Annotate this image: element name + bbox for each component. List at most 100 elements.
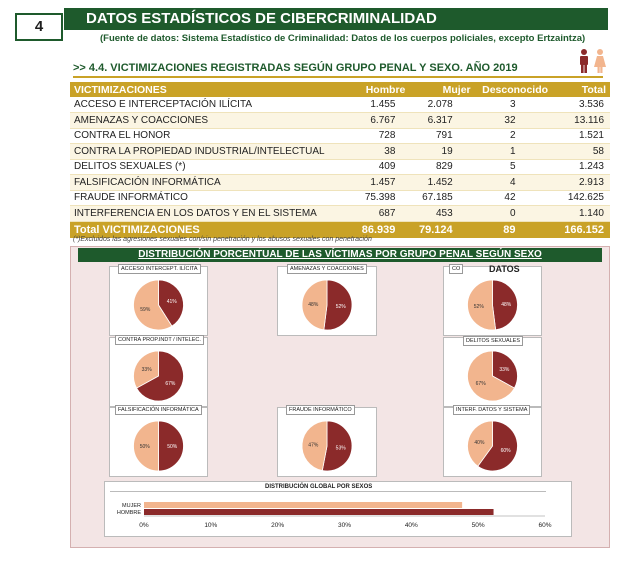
row-desconocido: 42 — [474, 190, 556, 206]
pie-chart: 48% 52% — [467, 279, 518, 331]
row-category: INTERFERENCIA EN LOS DATOS Y EN EL SISTE… — [70, 205, 353, 222]
row-total: 1.521 — [555, 128, 610, 144]
pie-slice-mujer — [301, 279, 328, 331]
row-total: 2.913 — [555, 174, 610, 191]
total-row-category: Total VICTIMIZACIONES — [70, 221, 353, 238]
row-hombre: 75.398 — [352, 190, 410, 206]
pie-chart: 50% 50% — [133, 420, 184, 472]
row-total: 58 — [555, 143, 610, 160]
row-desconocido: 1 — [474, 143, 556, 160]
row-category: CONTRA LA PROPIEDAD INDUSTRIAL/INTELECTU… — [70, 143, 353, 160]
row-desconocido: 2 — [474, 128, 556, 144]
source-note: (Fuente de datos: Sistema Estadístico de… — [100, 33, 586, 44]
table-row: AMENAZAS Y COACCIONES 6.767 6.317 32 13.116 — [70, 112, 610, 129]
pie-data-label: 40% — [474, 440, 485, 446]
pie-data-label: 59% — [140, 307, 151, 313]
pie-chart: 33% 67% — [467, 350, 518, 402]
row-hombre: 1.455 — [352, 97, 410, 113]
bar-tick-label: 40% — [405, 522, 418, 529]
bar-tick-label: 60% — [538, 522, 551, 529]
section-title: >> 4.4. VICTIMIZACIONES REGISTRADAS SEGÚ… — [73, 62, 518, 74]
row-category: DELITOS SEXUALES (*) — [70, 159, 353, 175]
row-hombre: 409 — [352, 159, 410, 175]
pie-chart: 53% 47% — [301, 420, 353, 472]
pie-slice-hombre — [136, 350, 184, 402]
victimizations-table: VICTIMIZACIONES Hombre Mujer Desconocido… — [70, 82, 610, 238]
pie-data-label: 52% — [336, 304, 347, 310]
header-desconocido: Desconocido — [474, 82, 556, 97]
man-icon — [580, 49, 588, 73]
total-row-mujer: 79.124 — [409, 221, 475, 238]
pie-data-label: 60% — [501, 448, 512, 454]
row-mujer: 1.452 — [409, 174, 475, 191]
table-row: CONTRA LA PROPIEDAD INDUSTRIAL/INTELECTU… — [70, 143, 610, 160]
pie-title: CONTRA PROP.INDT / INTELEC. — [115, 335, 204, 345]
table-header-row: VICTIMIZACIONES Hombre Mujer Desconocido… — [70, 82, 610, 97]
pie-slice-hombre — [321, 420, 353, 472]
bar-category-label: HOMBRE — [117, 510, 141, 516]
pie-title: AMENAZAS Y COACCIONES — [287, 264, 367, 274]
pie-data-label: 41% — [167, 299, 178, 305]
table-row: ACCESO E INTERCEPTACIÓN ILÍCITA 1.455 2.07… — [70, 97, 610, 113]
table-row: FALSIFICACIÓN INFORMÁTICA 1.457 1.452 4 2.91… — [70, 174, 610, 191]
bar-category-label: MUJER — [122, 503, 141, 509]
bar-tick-label: 50% — [472, 522, 485, 529]
row-category: ACCESO E INTERCEPTACIÓN ILÍCITA — [70, 97, 353, 113]
row-total: 3.536 — [555, 97, 610, 113]
row-mujer: 6.317 — [409, 112, 475, 129]
row-mujer: 791 — [409, 128, 475, 144]
row-total: 13.116 — [555, 112, 610, 129]
pie-slice-mujer — [133, 350, 159, 389]
pie-slice-mujer — [133, 279, 173, 331]
row-total: 1.140 — [555, 205, 610, 222]
pie-chart: 52% 48% — [301, 279, 353, 331]
header-total: Total — [555, 82, 610, 97]
row-desconocido: 4 — [474, 174, 556, 191]
row-mujer: 67.185 — [409, 190, 475, 206]
row-mujer: 829 — [409, 159, 475, 175]
table-footnote: (*)Excluidos las agresiones sexuales con… — [73, 236, 372, 243]
pie-data-label: 33% — [142, 367, 153, 373]
total-row-desconocido: 89 — [474, 221, 556, 238]
row-desconocido: 5 — [474, 159, 556, 175]
pie-data-label: 67% — [165, 381, 176, 387]
pie-title: FRAUDE INFORMÁTICO — [286, 405, 355, 415]
pie-slice-hombre — [158, 420, 184, 472]
overlay-label: DATOS — [489, 264, 520, 274]
pie-slice-hombre — [492, 279, 518, 331]
row-total: 1.243 — [555, 159, 610, 175]
pie-title: DELITOS SEXUALES — [463, 336, 524, 346]
row-hombre: 38 — [352, 143, 410, 160]
row-total: 142.625 — [555, 190, 610, 206]
man-woman-icon — [580, 49, 606, 73]
pie-data-label: 47% — [308, 443, 319, 449]
row-hombre: 687 — [352, 205, 410, 222]
page-title: DATOS ESTADÍSTICOS DE CIBERCRIMINALIDAD — [86, 10, 437, 27]
total-row-hombre: 86.939 — [352, 221, 410, 238]
row-mujer: 2.078 — [409, 97, 475, 113]
row-hombre: 6.767 — [352, 112, 410, 129]
pie-slice-mujer — [467, 420, 493, 467]
header-bar — [64, 8, 608, 30]
pie-slice-mujer — [301, 420, 328, 472]
page-number: 4 — [15, 13, 63, 41]
pie-slice-hombre — [477, 420, 518, 472]
pie-data-label: 53% — [336, 445, 347, 451]
table-total-row: Total VICTIMIZACIONES 86.939 79.124 89 166.1… — [70, 221, 610, 238]
pie-title: INTERF. DATOS Y SISTEMA — [453, 405, 531, 415]
bar-tick-label: 10% — [204, 522, 217, 529]
pie-chart: 60% 40% — [467, 420, 518, 472]
bar-tick-label: 30% — [338, 522, 351, 529]
row-desconocido: 32 — [474, 112, 556, 129]
row-category: AMENAZAS Y COACCIONES — [70, 112, 353, 129]
table-row: DELITOS SEXUALES (*) 409 829 5 1.243 — [70, 159, 610, 175]
pie-data-label: 50% — [140, 444, 151, 450]
bar-hombre — [144, 509, 494, 515]
pie-title: ACCESO INTERCEPT. ILÍCITA — [118, 264, 201, 274]
pie-data-label: 48% — [501, 302, 512, 308]
table-row: INTERFERENCIA EN LOS DATOS Y EN EL SISTE… — [70, 205, 610, 222]
header-victimizaciones: VICTIMIZACIONES — [70, 82, 353, 97]
panel-title: DISTRIBUCIÓN PORCENTUAL DE LAS VÍCTIMAS … — [138, 249, 542, 260]
woman-icon — [594, 49, 606, 73]
bar-tick-label: 0% — [139, 522, 149, 529]
